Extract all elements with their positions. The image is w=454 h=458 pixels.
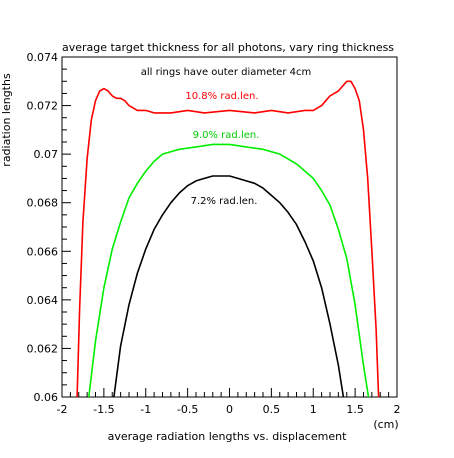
series-label-7-2: 7.2% rad.len. [191, 196, 258, 207]
series-line-0 [76, 80, 380, 397]
series-label-10-8: 10.8% rad.len. [185, 91, 258, 102]
y-tick-label: 0.074 [27, 51, 59, 64]
y-tick-label: 0.06 [34, 391, 59, 404]
x-tick-label: -0.5 [177, 403, 198, 416]
chart-annotation: all rings have outer diameter 4cm [141, 67, 311, 78]
x-tick-label: 1 [310, 403, 317, 416]
x-tick-label: 0.5 [263, 403, 281, 416]
y-axis-label: radiation lengths [0, 73, 13, 167]
plot-frame [61, 56, 398, 398]
x-tick-label: 1.5 [346, 403, 364, 416]
x-tick-label: 0 [226, 403, 233, 416]
series-line-1 [88, 143, 370, 397]
series-label-9-0: 9.0% rad.len. [193, 130, 260, 141]
series-line-2 [113, 175, 345, 397]
y-tick-label: 0.066 [27, 245, 59, 258]
y-tick-label: 0.064 [27, 294, 59, 307]
y-tick-label: 0.07 [34, 148, 59, 161]
y-tick-label: 0.062 [27, 342, 59, 355]
x-tick-label: -1.5 [93, 403, 114, 416]
x-tick-label: 2 [394, 403, 401, 416]
x-axis-label: average radiation lengths vs. displaceme… [108, 430, 347, 443]
x-tick-label: -2 [57, 403, 68, 416]
y-tick-label: 0.072 [27, 100, 59, 113]
chart-title: average target thickness for all photons… [62, 41, 394, 54]
y-tick-label: 0.068 [27, 197, 59, 210]
x-tick-label: -1 [140, 403, 151, 416]
x-axis-unit: (cm) [373, 418, 398, 431]
